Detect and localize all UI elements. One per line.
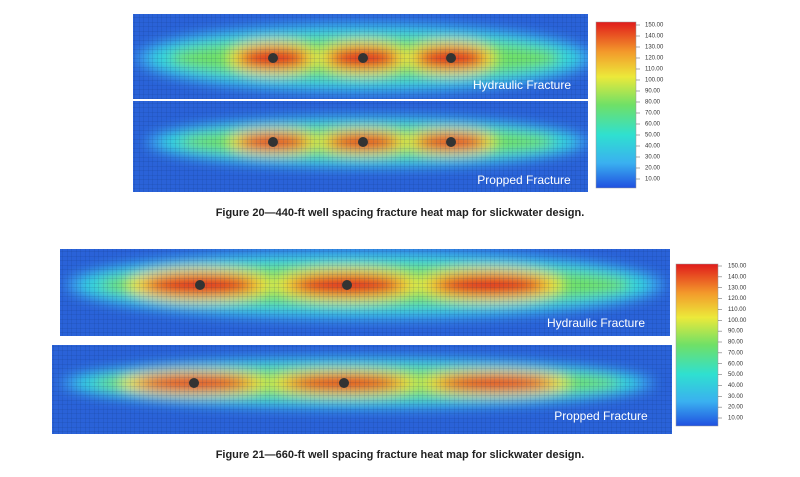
colorbar-tick-label: 10.00 (728, 416, 744, 422)
colorbar-tick-label: 90.00 (645, 89, 661, 95)
grid-overlay (52, 345, 672, 434)
colorbar-tick-label: 70.00 (645, 111, 661, 117)
colorbar-tick-label: 80.00 (645, 100, 661, 106)
figure-caption: Figure 20—440-ft well spacing fracture h… (216, 207, 585, 219)
well (358, 53, 368, 63)
well (268, 53, 278, 63)
heat (52, 345, 672, 434)
well (339, 378, 349, 388)
colorbar-tick-label: 80.00 (728, 340, 744, 346)
colorbar (595, 21, 637, 189)
panel-label: Hydraulic Fracture (473, 78, 571, 92)
colorbar-tick-label: 30.00 (645, 155, 661, 161)
figure-caption: Figure 21—660-ft well spacing fracture h… (216, 449, 585, 461)
colorbar-tick-label: 40.00 (728, 383, 744, 389)
colorbar-tick-label: 70.00 (728, 350, 744, 356)
colorbar-tick-label: 90.00 (728, 329, 744, 335)
colorbar-tick-label: 30.00 (728, 394, 744, 400)
colorbar-tick-label: 150.00 (728, 264, 747, 270)
colorbar-tick-label: 140.00 (728, 274, 747, 280)
colorbar-tick-label: 40.00 (645, 144, 661, 150)
well (342, 280, 352, 290)
colorbar-tick-label: 60.00 (645, 122, 661, 128)
colorbar-tick-label: 60.00 (728, 361, 744, 367)
well (358, 137, 368, 147)
well (195, 280, 205, 290)
colorbar (675, 263, 719, 427)
colorbar-tick-label: 120.00 (728, 296, 747, 302)
colorbar-tick-label: 100.00 (728, 318, 747, 324)
well (446, 137, 456, 147)
colorbar-tick-label: 100.00 (645, 78, 664, 84)
colorbar-tick-label: 150.00 (645, 23, 664, 29)
colorbar-tick-label: 130.00 (645, 45, 664, 51)
heat-map-panel: Hydraulic Fracture (60, 249, 670, 336)
well (446, 53, 456, 63)
grid-overlay (60, 249, 670, 336)
panel-label: Propped Fracture (477, 173, 571, 187)
heat (133, 101, 588, 192)
colorbar-tick-label: 110.00 (645, 67, 664, 73)
well (268, 137, 278, 147)
colorbar-tick-label: 120.00 (645, 56, 664, 62)
colorbar-tick-label: 50.00 (728, 372, 744, 378)
colorbar-tick-label: 20.00 (645, 166, 661, 172)
colorbar-tick-label: 10.00 (645, 177, 661, 183)
colorbar-tick-label: 130.00 (728, 285, 747, 291)
grid-overlay (133, 101, 588, 192)
heat-map-panel: Propped Fracture (133, 101, 588, 192)
colorbar-tick-label: 140.00 (645, 34, 664, 40)
colorbar-tick-label: 50.00 (645, 133, 661, 139)
colorbar-tick-label: 110.00 (728, 307, 747, 313)
heat-map-panel: Propped Fracture (52, 345, 672, 434)
heat-map-panel: Hydraulic Fracture (133, 14, 588, 99)
panel-label: Hydraulic Fracture (547, 316, 645, 330)
panel-label: Propped Fracture (554, 409, 648, 423)
well (189, 378, 199, 388)
colorbar-tick-label: 20.00 (728, 405, 744, 411)
